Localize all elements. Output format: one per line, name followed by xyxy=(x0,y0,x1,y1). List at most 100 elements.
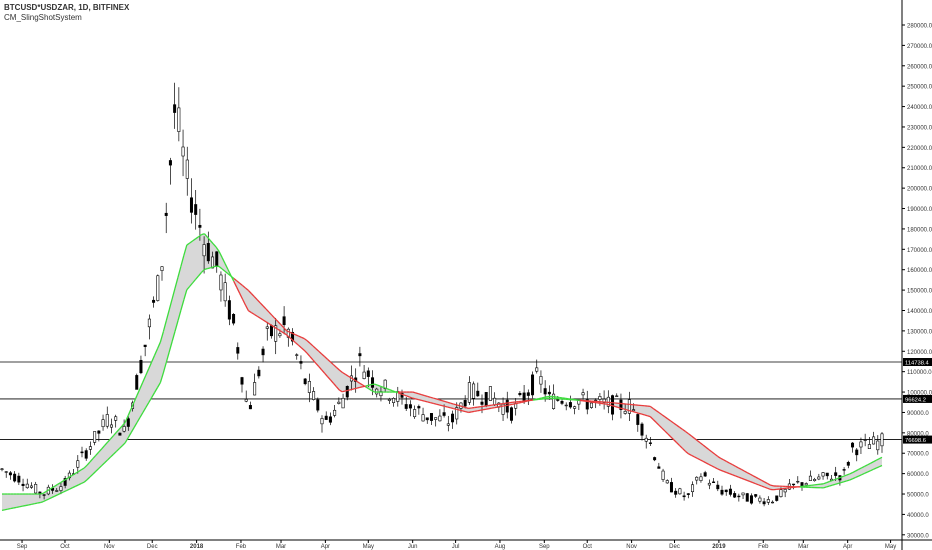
candle-body xyxy=(775,495,779,501)
sling-fast-line xyxy=(356,386,361,389)
sling-fast-line xyxy=(383,386,387,390)
sling-fast-line xyxy=(136,388,141,396)
candle-body xyxy=(648,442,652,444)
sling-slow-line xyxy=(861,472,865,476)
indicator-name: CM_SlingShotSystem xyxy=(4,13,82,22)
sling-slow-line xyxy=(271,314,276,319)
candle-body xyxy=(84,450,88,459)
candle-body xyxy=(109,424,113,428)
sling-slow-line xyxy=(652,407,657,412)
sling-fast-line xyxy=(843,474,848,477)
sling-slow-line xyxy=(667,418,672,422)
sling-slow-line xyxy=(118,445,123,450)
sling-fast-line xyxy=(459,409,463,412)
sling-fast-line xyxy=(823,482,827,485)
sling-slow-line xyxy=(685,430,689,435)
y-tick-label: 260000.0 xyxy=(907,64,932,70)
sling-slow-line xyxy=(277,320,282,325)
candle-body xyxy=(362,371,366,379)
candle-body xyxy=(855,449,859,456)
candle-body xyxy=(518,393,522,396)
sling-slow-line xyxy=(362,384,367,388)
y-tick-label: 90000.0 xyxy=(907,411,929,417)
candle-body xyxy=(114,416,118,421)
sling-slow-line xyxy=(823,486,827,489)
y-tick-label: 200000.0 xyxy=(907,187,932,193)
sling-fast-line xyxy=(92,454,97,460)
sling-slow-line xyxy=(247,289,252,294)
x-tick-label: May xyxy=(885,544,896,550)
sling-fast-line xyxy=(632,410,636,413)
candle-body xyxy=(846,461,850,466)
sling-fast-line xyxy=(664,430,669,435)
candle-body xyxy=(185,159,189,179)
candle-body xyxy=(303,378,307,385)
candle-body xyxy=(712,481,716,483)
sling-fast-line xyxy=(755,483,760,486)
candle-body xyxy=(501,403,505,415)
sling-slow-line xyxy=(335,366,340,371)
candle-body xyxy=(358,353,362,357)
sling-slow-line xyxy=(456,404,460,407)
candle-body xyxy=(834,472,838,476)
sling-fast-line xyxy=(165,309,170,322)
candle-body xyxy=(716,484,720,490)
sling-fast-line xyxy=(51,485,56,489)
y-tick-label: 140000.0 xyxy=(907,309,932,315)
candle-body xyxy=(522,392,526,401)
sling-fast-line xyxy=(500,405,504,408)
sling-slow-line xyxy=(869,468,874,472)
sling-slow-line xyxy=(303,337,308,342)
sling-fast-line xyxy=(171,287,176,300)
sling-slow-line xyxy=(22,504,26,507)
candle-body xyxy=(97,430,101,434)
candle-body xyxy=(682,495,686,498)
sling-fast-line xyxy=(541,396,545,399)
sling-fast-line xyxy=(629,410,633,413)
sling-fast-line xyxy=(427,401,431,404)
sling-fast-line xyxy=(353,387,358,390)
sling-fast-line xyxy=(83,464,88,469)
x-tick-label: Sep xyxy=(539,544,550,550)
sling-slow-line xyxy=(16,506,20,508)
candle-body xyxy=(779,489,783,497)
candle-body xyxy=(758,497,762,502)
sling-slow-line xyxy=(127,432,132,439)
sling-slow-line xyxy=(221,268,226,272)
candle-body xyxy=(34,484,38,494)
candle-body xyxy=(139,359,143,374)
sling-slow-line xyxy=(764,481,768,485)
sling-fast-line xyxy=(256,315,261,319)
sling-slow-line xyxy=(755,476,760,480)
sling-slow-line xyxy=(459,405,463,408)
candle-body xyxy=(792,483,796,486)
sling-slow-line xyxy=(450,402,454,405)
sling-fast-line xyxy=(430,402,434,405)
sling-fast-line xyxy=(201,233,205,236)
sling-slow-line xyxy=(690,435,695,439)
sling-fast-line xyxy=(485,408,490,410)
sling-slow-line xyxy=(330,361,334,366)
candle-body xyxy=(804,483,808,486)
sling-slow-line xyxy=(124,437,129,444)
sling-slow-line xyxy=(427,395,431,398)
sling-slow-line xyxy=(321,353,326,358)
x-tick-label: Nov xyxy=(626,544,637,550)
sling-fast-line xyxy=(456,408,460,411)
sling-fast-line xyxy=(309,356,314,361)
sling-fast-line xyxy=(297,344,302,349)
sling-slow-line xyxy=(189,282,194,287)
sling-fast-line xyxy=(641,413,645,416)
sling-fast-line xyxy=(831,478,836,482)
x-tick-label: Apr xyxy=(321,544,330,550)
sling-slow-line xyxy=(57,492,61,496)
candle-body xyxy=(686,493,690,495)
candle-body xyxy=(749,495,753,504)
candle-body xyxy=(366,370,370,377)
candle-body xyxy=(88,446,92,450)
sling-fast-line xyxy=(869,461,874,464)
sling-slow-line xyxy=(875,466,880,469)
sling-slow-line xyxy=(837,481,842,485)
x-tick-label: 2019 xyxy=(712,544,726,550)
